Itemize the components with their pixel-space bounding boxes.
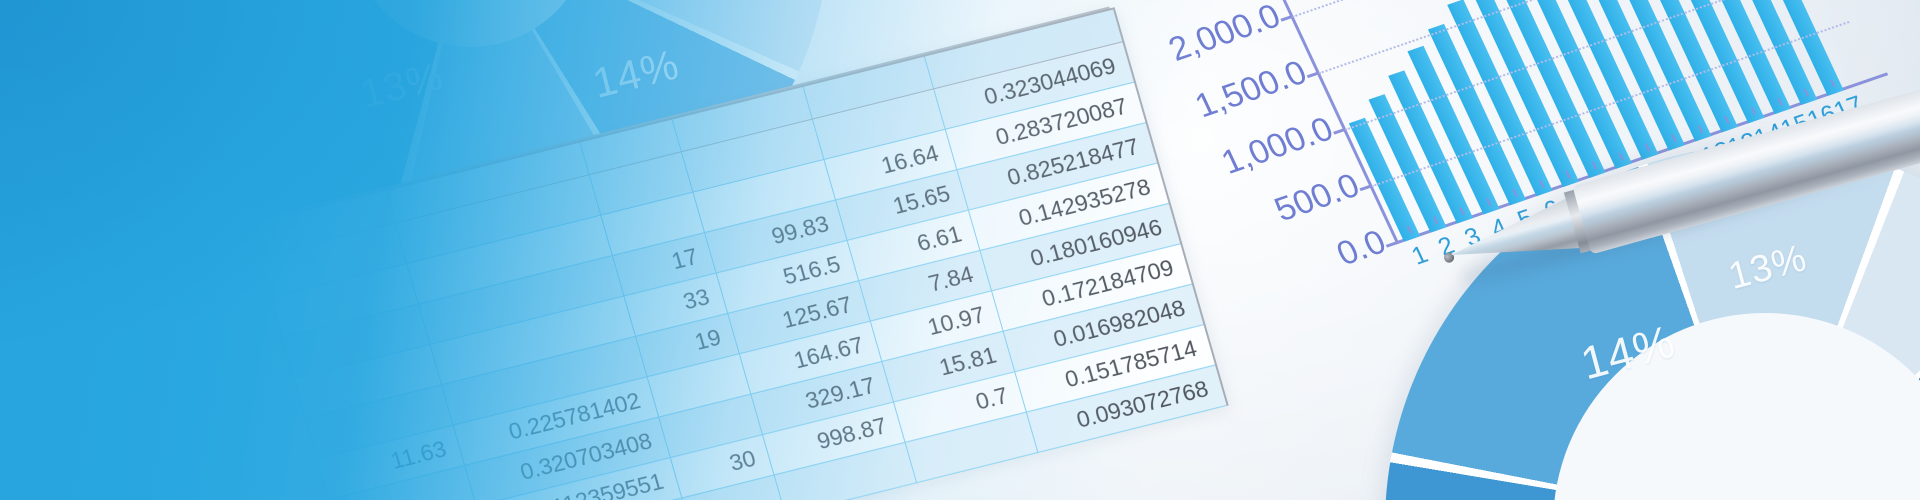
- y-axis-tick: [1306, 71, 1320, 79]
- y-axis-tick: [1333, 128, 1346, 135]
- y-axis-label: 0.0: [1330, 223, 1392, 274]
- y-axis-label: 500.0: [1268, 166, 1366, 229]
- y-axis-label: 1,500.0: [1189, 53, 1313, 126]
- y-axis-tick: [1359, 184, 1373, 192]
- y-axis-label: 1,000.0: [1215, 110, 1340, 182]
- donut-hole: [348, 0, 592, 47]
- y-axis-label: 2,000.0: [1162, 0, 1287, 69]
- x-axis-label: 1: [1406, 225, 1434, 272]
- y-axis-tick: [1385, 241, 1399, 248]
- y-axis-tick: [1280, 15, 1294, 22]
- pen-ball-tip: [1442, 251, 1456, 264]
- pie-label-13-percent: 13%: [1724, 237, 1812, 299]
